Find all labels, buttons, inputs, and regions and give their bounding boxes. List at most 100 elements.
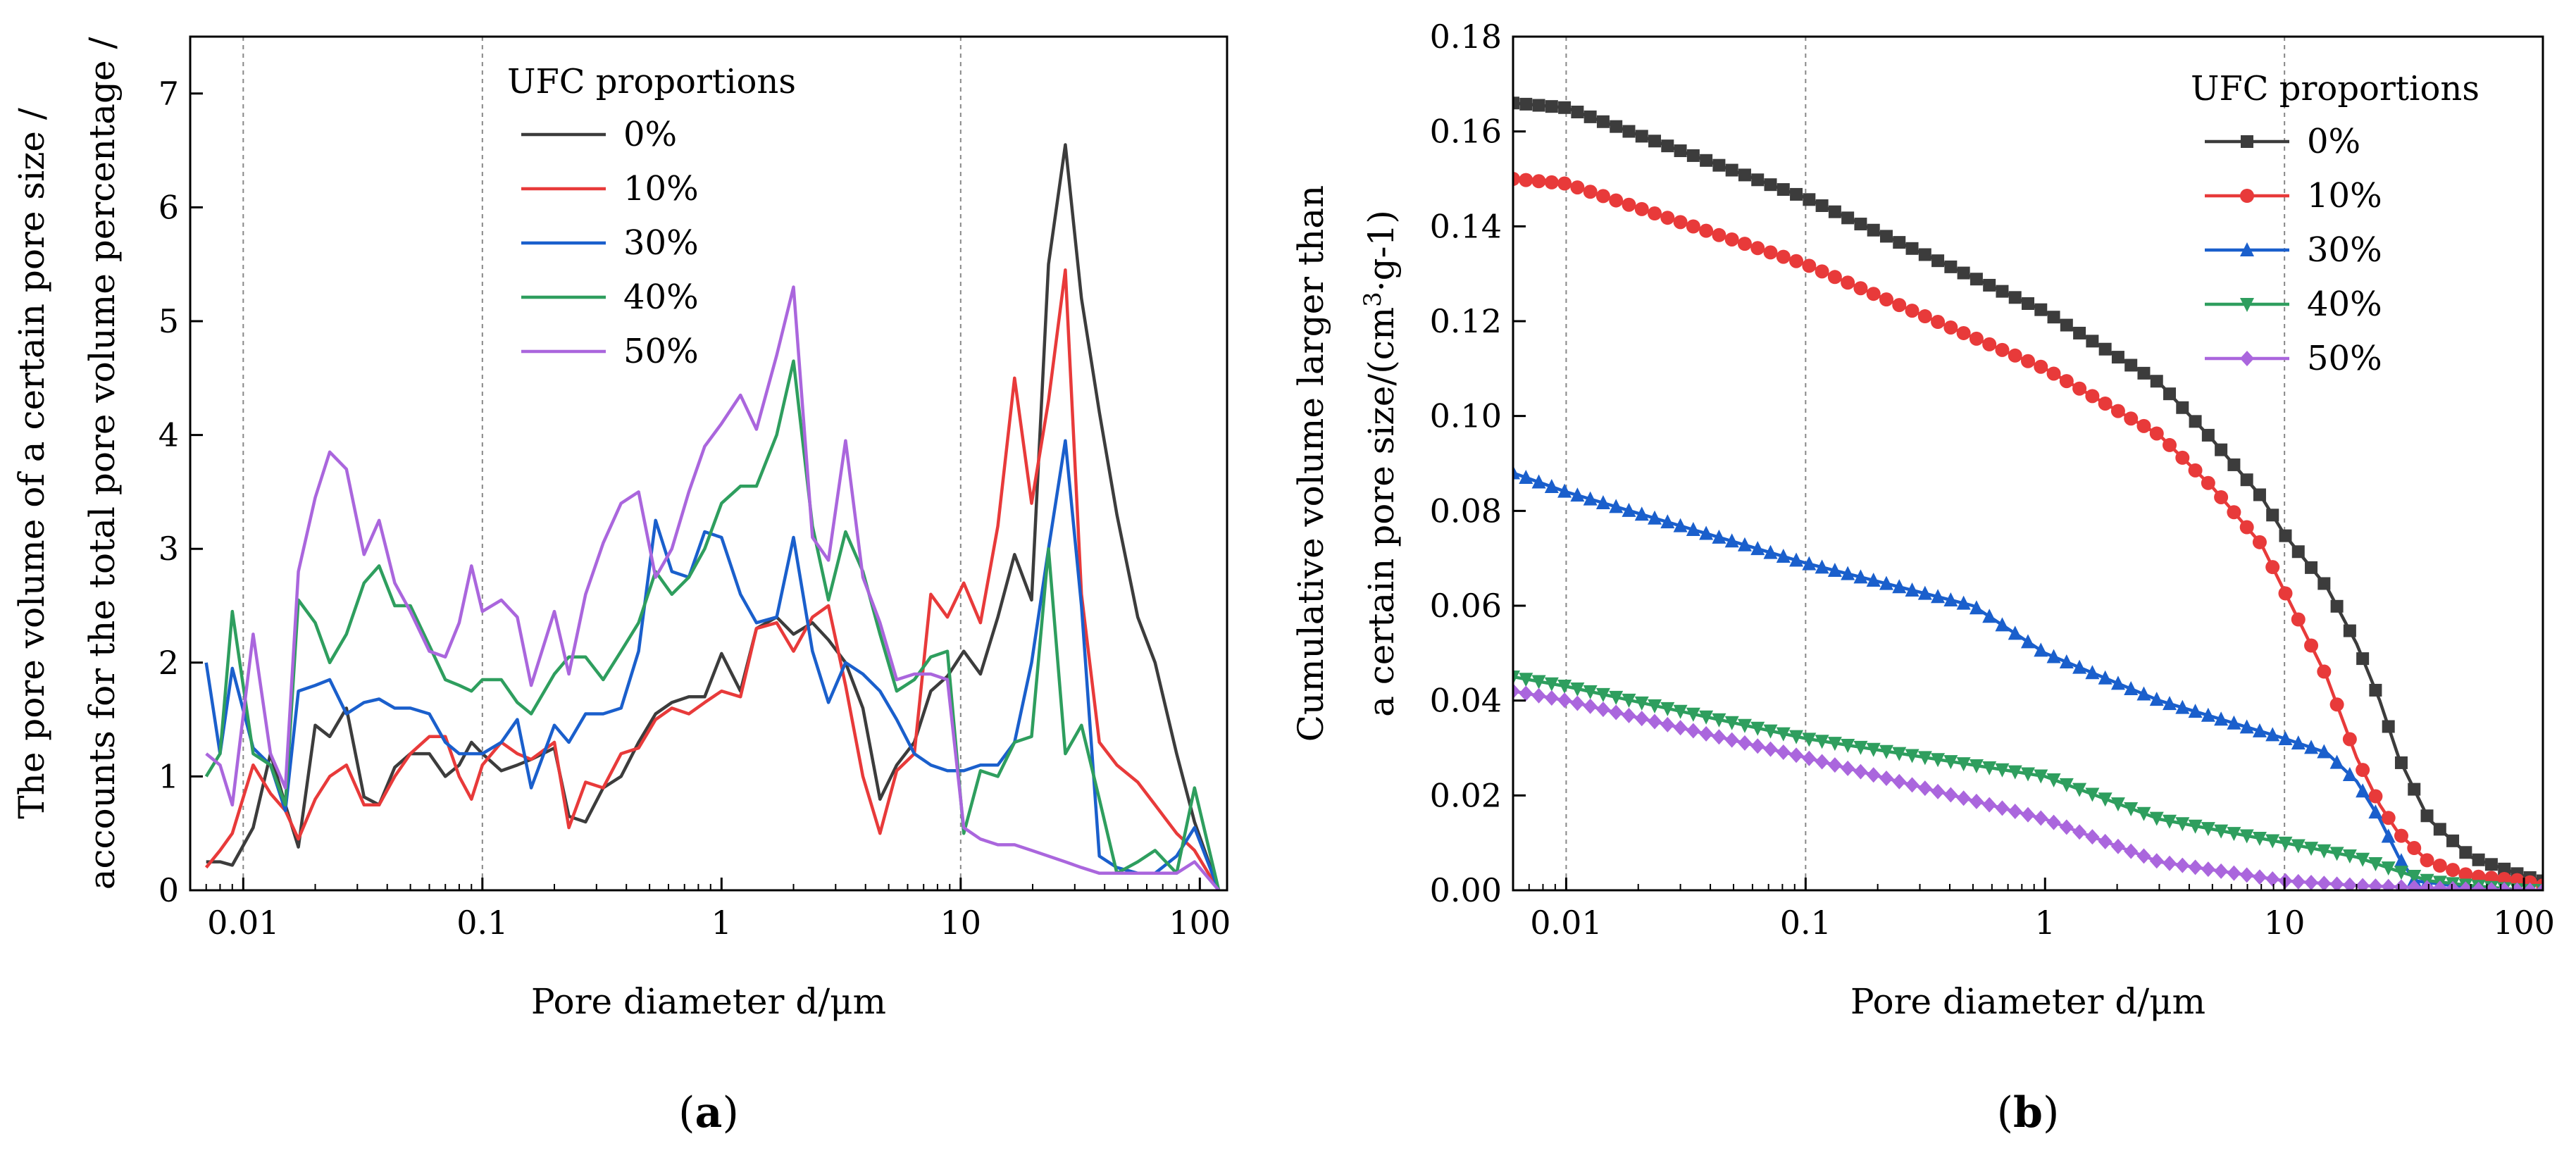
series-marker-30% bbox=[1905, 582, 1919, 597]
series-marker-10% bbox=[2458, 867, 2473, 882]
series-marker-50% bbox=[1544, 690, 1559, 706]
series-marker-50% bbox=[1917, 780, 1932, 797]
series-marker-0% bbox=[2150, 375, 2163, 388]
series-marker-50% bbox=[1841, 760, 1855, 776]
series-marker-30% bbox=[2046, 649, 2061, 663]
legend-label-40%: 40% bbox=[2307, 285, 2382, 324]
series-marker-50% bbox=[1712, 729, 1726, 745]
series-marker-0% bbox=[2201, 428, 2215, 442]
series-marker-40% bbox=[2021, 767, 2035, 782]
series-marker-0% bbox=[2394, 756, 2408, 769]
series-marker-50% bbox=[2214, 863, 2229, 879]
series-marker-50% bbox=[1815, 754, 1829, 770]
series-marker-40% bbox=[1763, 724, 1778, 739]
series-marker-40% bbox=[2149, 811, 2164, 826]
series-marker-30% bbox=[2124, 680, 2139, 695]
series-marker-10% bbox=[1802, 258, 1817, 273]
x-tick-label: 1 bbox=[2035, 904, 2055, 942]
series-marker-30% bbox=[2304, 740, 2319, 754]
series-marker-0% bbox=[1803, 193, 1816, 206]
series-marker-40% bbox=[1513, 671, 1520, 685]
series-30% bbox=[204, 439, 1221, 890]
y-tick-label: 0.14 bbox=[1430, 207, 1502, 245]
y-axis-title-line-2: a certain pore size/(cm3·g-1) bbox=[1359, 210, 1402, 717]
series-marker-0% bbox=[1635, 130, 1648, 143]
series-marker-0% bbox=[1686, 149, 1700, 162]
series-marker-30% bbox=[2201, 707, 2215, 722]
legend-marker-50% bbox=[2240, 351, 2254, 366]
series-marker-50% bbox=[2265, 871, 2280, 887]
series-marker-30% bbox=[2034, 642, 2048, 657]
series-marker-10% bbox=[2072, 381, 2087, 396]
series-marker-10% bbox=[2034, 359, 2048, 374]
series-marker-10% bbox=[1724, 232, 1739, 247]
series-marker-40% bbox=[2329, 847, 2344, 861]
series-marker-40% bbox=[1686, 707, 1700, 722]
series-marker-30% bbox=[1853, 569, 1868, 584]
series-marker-0% bbox=[1583, 110, 1597, 123]
series-marker-40% bbox=[1699, 710, 1714, 725]
series-marker-10% bbox=[1789, 254, 1804, 268]
series-marker-10% bbox=[1583, 185, 1598, 199]
series-marker-30% bbox=[2163, 696, 2177, 711]
series-marker-10% bbox=[2317, 664, 2332, 679]
series-marker-30% bbox=[1879, 575, 1893, 590]
series-marker-40% bbox=[2252, 831, 2267, 846]
series-marker-10% bbox=[1513, 172, 1520, 186]
series-marker-40% bbox=[1879, 744, 1893, 759]
series-marker-40% bbox=[1660, 702, 1675, 716]
series-10% bbox=[204, 268, 1221, 890]
series-marker-0% bbox=[2459, 846, 2472, 859]
series-marker-50% bbox=[1513, 683, 1520, 699]
series-marker-40% bbox=[2072, 783, 2087, 797]
series-marker-50% bbox=[2356, 878, 2370, 890]
series-marker-50% bbox=[1648, 713, 1662, 730]
series-marker-50% bbox=[2381, 878, 2396, 890]
series-marker-0% bbox=[1725, 163, 1738, 177]
series-marker-10% bbox=[2278, 586, 2293, 601]
series-40% bbox=[1513, 671, 2543, 890]
series-marker-50% bbox=[2304, 875, 2319, 890]
y-axis-title-superscript: 3 bbox=[1359, 292, 1387, 307]
series-marker-50% bbox=[2201, 861, 2215, 878]
series-marker-0% bbox=[2111, 351, 2124, 364]
series-marker-40% bbox=[2008, 765, 2022, 780]
series-marker-50% bbox=[2317, 875, 2332, 890]
series-marker-40% bbox=[2214, 824, 2229, 839]
series-marker-0% bbox=[1815, 199, 1829, 212]
series-marker-0% bbox=[2279, 529, 2292, 542]
series-marker-30% bbox=[1531, 474, 1546, 489]
series-marker-0% bbox=[1674, 144, 1687, 158]
series-marker-0% bbox=[1957, 266, 1970, 280]
series-marker-30% bbox=[2214, 711, 2229, 726]
series-marker-10% bbox=[1622, 197, 1636, 212]
series-marker-50% bbox=[1660, 716, 1675, 732]
series-marker-40% bbox=[1712, 713, 1726, 728]
series-marker-10% bbox=[1905, 304, 1919, 318]
series-marker-40% bbox=[2381, 861, 2396, 876]
series-marker-0% bbox=[1596, 115, 1610, 128]
series-marker-30% bbox=[2021, 634, 2035, 649]
series-marker-0% bbox=[2240, 473, 2253, 487]
series-marker-0% bbox=[1545, 100, 1558, 113]
series-marker-30% bbox=[1634, 506, 1649, 521]
series-marker-10% bbox=[2368, 789, 2383, 804]
series-line-30% bbox=[204, 439, 1221, 890]
series-marker-30% bbox=[1917, 585, 1932, 600]
series-marker-30% bbox=[2394, 853, 2408, 868]
series-marker-40% bbox=[2291, 839, 2306, 854]
series-marker-30% bbox=[1982, 609, 1997, 623]
series-marker-30% bbox=[1789, 552, 1804, 567]
series-50% bbox=[1513, 683, 2543, 890]
series-marker-30% bbox=[2136, 686, 2151, 701]
series-marker-0% bbox=[1712, 158, 1726, 172]
series-marker-10% bbox=[1648, 206, 1662, 221]
axes-frame bbox=[1512, 35, 2544, 892]
legend-marker-40% bbox=[2240, 298, 2254, 312]
series-marker-40% bbox=[1802, 732, 1817, 747]
x-tick-label: 100 bbox=[1169, 904, 1231, 942]
series-marker-40% bbox=[2136, 806, 2151, 821]
series-line-50% bbox=[205, 285, 1220, 890]
series-marker-10% bbox=[2214, 490, 2229, 504]
series-marker-40% bbox=[1570, 682, 1585, 697]
